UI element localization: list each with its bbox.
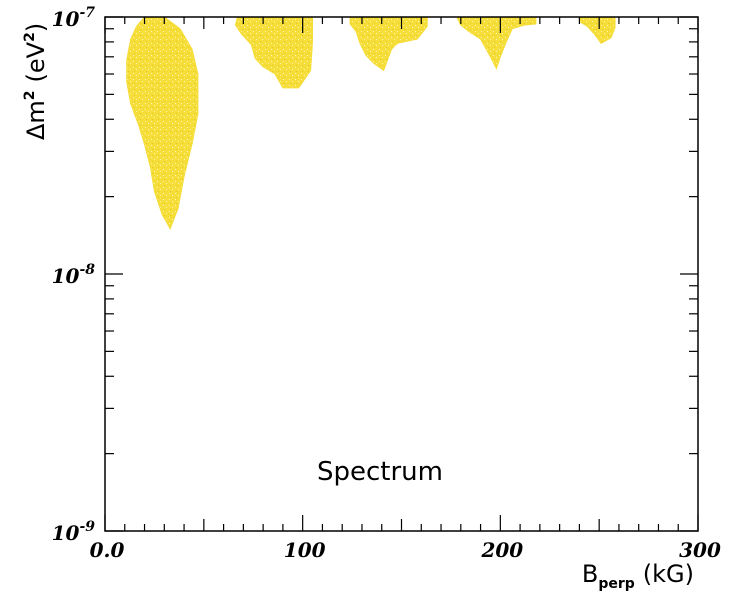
y-tick-label-base: 10 — [52, 264, 80, 288]
allowed-region-2 — [234, 17, 313, 89]
spectrum-annotation: Spectrum — [317, 457, 443, 487]
y-axis-title-exp: 2 — [22, 90, 38, 100]
y-axis-title-unit-open: (eV — [22, 41, 50, 82]
allowed-region-4 — [456, 17, 537, 70]
x-tick-label: 300 — [679, 538, 721, 562]
x-tick-label: 200 — [480, 538, 523, 562]
y-tick-label-exp: -8 — [79, 262, 95, 278]
x-axis-title-unit: (kG) — [643, 560, 694, 588]
y-tick-label: 10-8 — [52, 262, 96, 288]
y-tick-label: 10-7 — [52, 5, 96, 31]
y-tick-label-exp: -9 — [79, 519, 95, 535]
y-tick-label: 10-9 — [52, 519, 96, 545]
x-tick-label: 0.0 — [90, 538, 125, 562]
allowed-region-3 — [349, 17, 428, 72]
y-tick-label-exp: -7 — [79, 5, 95, 21]
y-axis-title-unit-close: ) — [22, 23, 50, 32]
x-tick-label: 100 — [284, 538, 326, 562]
allowed-region-1 — [126, 17, 199, 230]
y-axis-title: Δm2(eV2) — [22, 23, 50, 140]
y-tick-label-base: 10 — [52, 7, 80, 31]
data-regions — [126, 17, 616, 230]
y-axis-title-unit-exp: 2 — [22, 32, 38, 42]
x-axis-title-sub: perp — [598, 576, 634, 592]
y-axis-title-main: Δm — [22, 100, 50, 140]
x-axis-title-main: B — [582, 560, 598, 588]
y-tick-label-base: 10 — [52, 521, 80, 545]
x-axis-title: Bperp (kG) — [582, 560, 694, 592]
allowed-region-5 — [578, 17, 616, 44]
